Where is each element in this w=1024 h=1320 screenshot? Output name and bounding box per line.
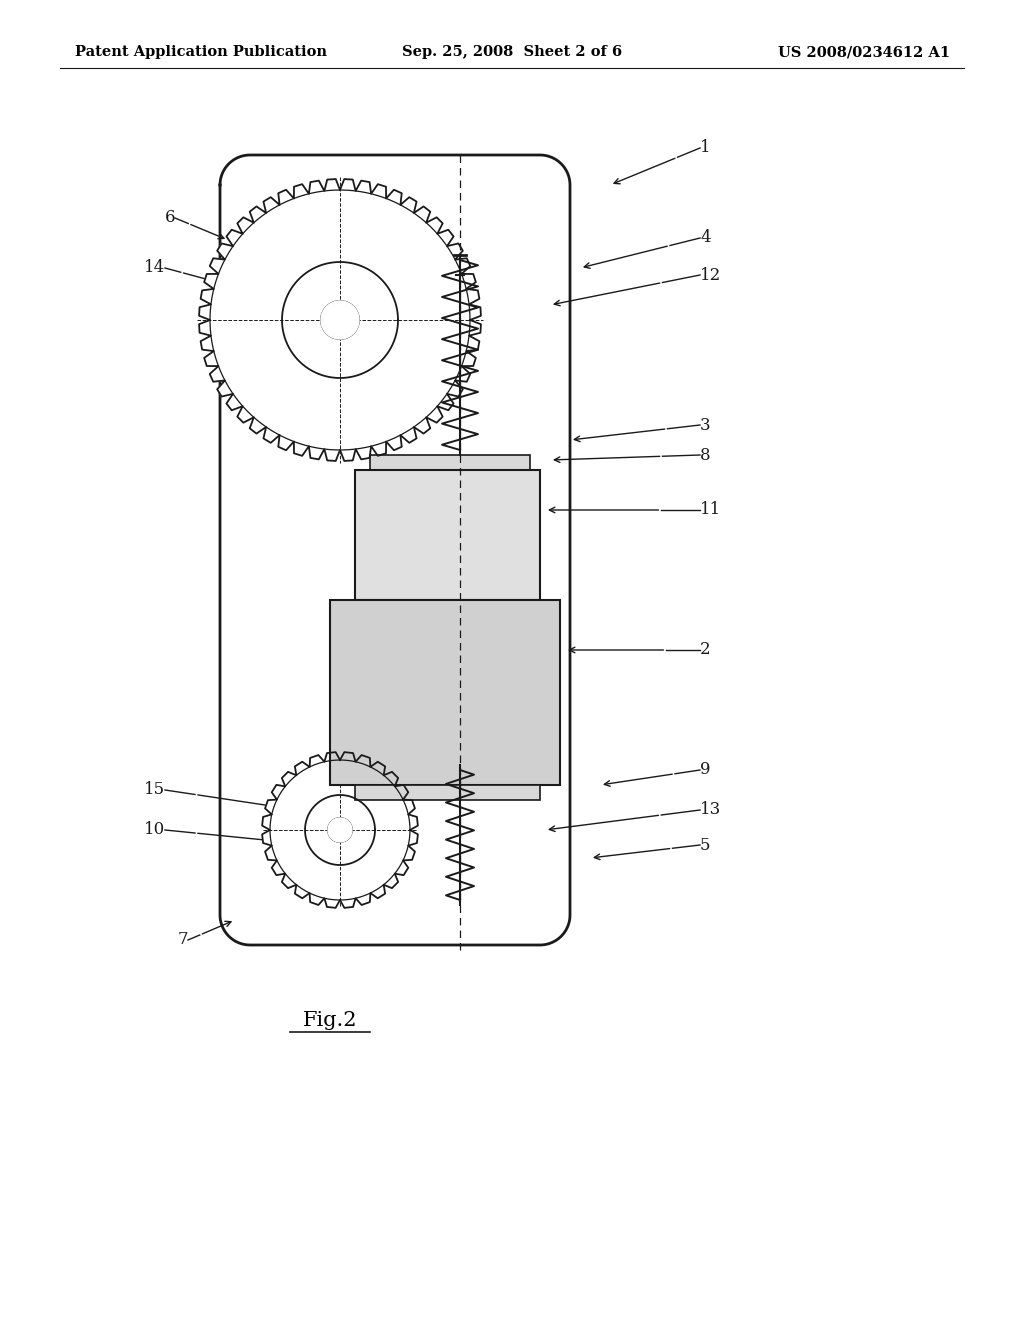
- Polygon shape: [321, 301, 359, 339]
- Text: 4: 4: [700, 230, 711, 247]
- Bar: [355, 785, 540, 800]
- Text: 11: 11: [700, 502, 721, 519]
- Text: 14: 14: [143, 260, 165, 276]
- Text: 15: 15: [144, 781, 165, 799]
- Text: 9: 9: [700, 762, 711, 779]
- Text: 3: 3: [700, 417, 711, 433]
- Text: 12: 12: [700, 267, 721, 284]
- Polygon shape: [328, 818, 352, 842]
- Polygon shape: [199, 180, 481, 461]
- Polygon shape: [262, 752, 418, 908]
- Text: 8: 8: [700, 446, 711, 463]
- Bar: [330, 601, 560, 785]
- Bar: [370, 455, 530, 470]
- Text: Fig.2: Fig.2: [303, 1011, 357, 1030]
- Text: 2: 2: [700, 642, 711, 659]
- Text: 13: 13: [700, 801, 721, 818]
- Text: 10: 10: [143, 821, 165, 838]
- Text: Sep. 25, 2008  Sheet 2 of 6: Sep. 25, 2008 Sheet 2 of 6: [402, 45, 622, 59]
- Text: 5: 5: [700, 837, 711, 854]
- Text: 6: 6: [165, 210, 175, 227]
- Text: Patent Application Publication: Patent Application Publication: [75, 45, 327, 59]
- Bar: [355, 470, 540, 601]
- Text: 7: 7: [177, 932, 188, 949]
- Text: 1: 1: [700, 140, 711, 157]
- Text: US 2008/0234612 A1: US 2008/0234612 A1: [778, 45, 950, 59]
- Polygon shape: [220, 154, 570, 945]
